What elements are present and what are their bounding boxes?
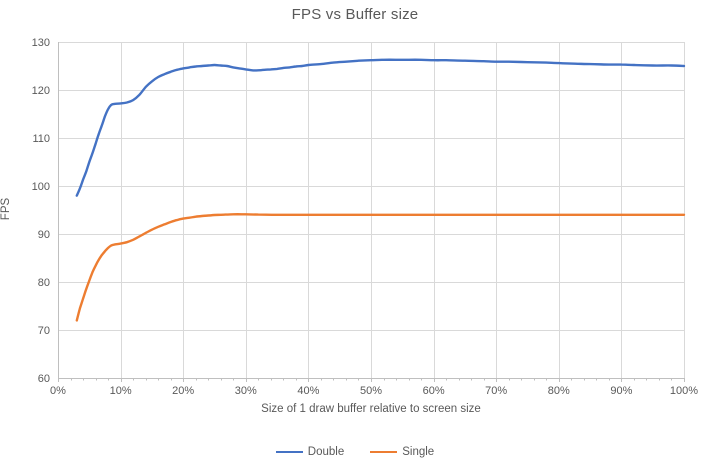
x-tick-label: 20% [172,385,194,397]
y-tick-label: 80 [38,277,50,289]
x-tick-label: 100% [670,385,698,397]
chart-title: FPS vs Buffer size [291,6,419,23]
y-axis-title: FPS [0,197,12,221]
legend-swatch-single-line [370,450,398,454]
legend-label-double: Double [307,446,345,458]
x-tick-label: 30% [235,385,257,397]
x-axis-title: Size of 1 draw buffer relative to screen… [261,403,481,415]
x-tick-label: 0% [50,385,66,397]
x-tick-label: 50% [360,385,382,397]
x-tick-label: 10% [110,385,132,397]
x-tick-label: 40% [297,385,319,397]
x-tick-label: 80% [548,385,570,397]
y-tick-label: 60 [38,373,50,385]
series-line-single [75,213,686,322]
y-tick-label: 130 [32,37,50,49]
legend: Double Single [0,443,710,461]
y-tick-label: 120 [32,85,50,97]
series-line-double [75,58,686,197]
x-tick-label: 90% [610,385,632,397]
x-tick-label: 60% [423,385,445,397]
x-tick-label: 70% [485,385,507,397]
legend-swatch-double-line [275,450,303,454]
y-tick-label: 100 [32,181,50,193]
legend-item-double: Double [275,446,345,458]
y-tick-label: 70 [38,325,50,337]
y-tick-label: 90 [38,229,50,241]
y-tick-label: 110 [32,133,50,145]
legend-item-single: Single [370,446,434,458]
legend-label-single: Single [402,446,435,458]
